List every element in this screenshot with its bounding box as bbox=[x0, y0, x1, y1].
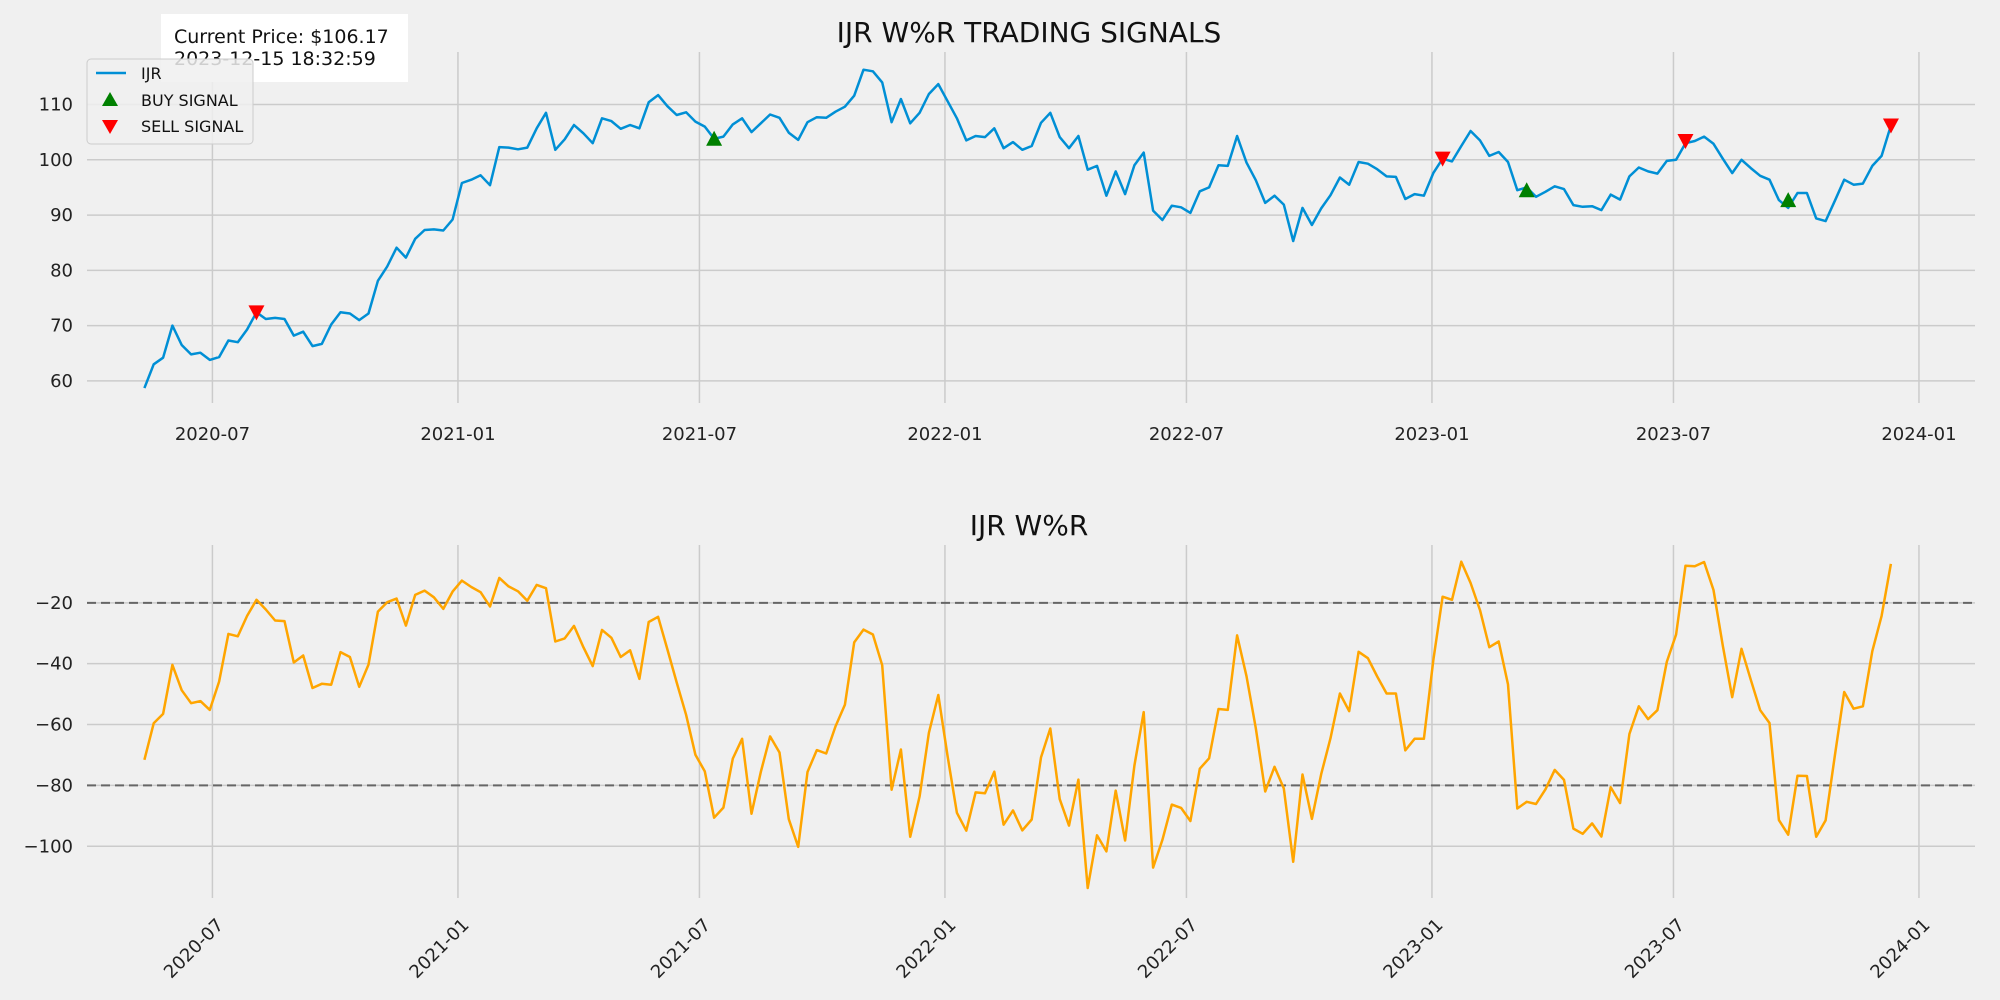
buy-signal-marker bbox=[706, 130, 723, 146]
price-chart: 2020-07 2021-01 2021-07 2022-01 2022-07 2023-… bbox=[39, 14, 1975, 445]
wr-y-tick-label: −100 bbox=[24, 836, 73, 857]
price-x-tick-label: 2020-07 bbox=[175, 424, 250, 445]
wr-y-tick-label: −20 bbox=[35, 593, 73, 614]
wr-line bbox=[143, 560, 1893, 890]
price-chart-title: IJR W%R TRADING SIGNALS bbox=[837, 16, 1222, 49]
wr-chart-y-ticks: −20 −40 −60 −80 −100 bbox=[24, 593, 73, 857]
price-line bbox=[143, 68, 1893, 389]
price-y-tick-label: 110 bbox=[39, 95, 73, 116]
sell-signal-marker bbox=[248, 305, 265, 321]
legend-sell-marker bbox=[102, 120, 118, 134]
price-chart-y-ticks: 60 70 80 90 100 110 bbox=[39, 95, 73, 392]
current-price-text: Current Price: $106.17 bbox=[174, 26, 389, 48]
wr-y-tick-label: −40 bbox=[35, 654, 73, 675]
price-y-tick-label: 100 bbox=[39, 150, 73, 171]
wr-chart-title: IJR W%R bbox=[970, 509, 1089, 542]
wr-y-tick-label: −80 bbox=[35, 775, 73, 796]
price-x-tick-label: 2022-07 bbox=[1149, 424, 1224, 445]
sell-signal-marker bbox=[1882, 118, 1899, 134]
legend-buy-marker bbox=[102, 92, 118, 106]
wr-threshold-lines bbox=[87, 601, 1975, 787]
wr-y-tick-label: −60 bbox=[35, 715, 73, 736]
buy-signal-marker bbox=[1780, 192, 1797, 208]
price-chart-grid bbox=[87, 52, 1975, 403]
sell-signal-marker bbox=[1677, 133, 1694, 149]
price-y-tick-label: 70 bbox=[50, 316, 73, 337]
legend-sell-label: SELL SIGNAL bbox=[141, 117, 243, 136]
legend-frame bbox=[86, 58, 254, 145]
price-chart-x-ticks: 2020-07 2021-01 2021-07 2022-01 2022-07 2023-… bbox=[175, 424, 1957, 445]
price-x-tick-label: 2022-01 bbox=[907, 424, 982, 445]
buy-signal-markers bbox=[706, 130, 1797, 208]
legend-buy-label: BUY SIGNAL bbox=[141, 91, 238, 110]
price-y-tick-label: 90 bbox=[50, 205, 73, 226]
legend-ijr-label: IJR bbox=[141, 64, 162, 83]
buy-signal-marker bbox=[1518, 182, 1535, 198]
price-x-tick-label: 2024-01 bbox=[1881, 424, 1956, 445]
price-y-tick-label: 60 bbox=[50, 371, 73, 392]
price-x-tick-label: 2021-01 bbox=[420, 424, 495, 445]
price-x-tick-label: 2023-07 bbox=[1636, 424, 1711, 445]
price-x-tick-label: 2021-07 bbox=[662, 424, 737, 445]
price-y-tick-label: 80 bbox=[50, 260, 73, 281]
legend: IJR BUY SIGNAL SELL SIGNAL bbox=[86, 58, 254, 145]
sell-signal-marker bbox=[1434, 151, 1451, 167]
sell-signal-markers bbox=[248, 118, 1899, 321]
price-x-tick-label: 2023-01 bbox=[1394, 424, 1469, 445]
